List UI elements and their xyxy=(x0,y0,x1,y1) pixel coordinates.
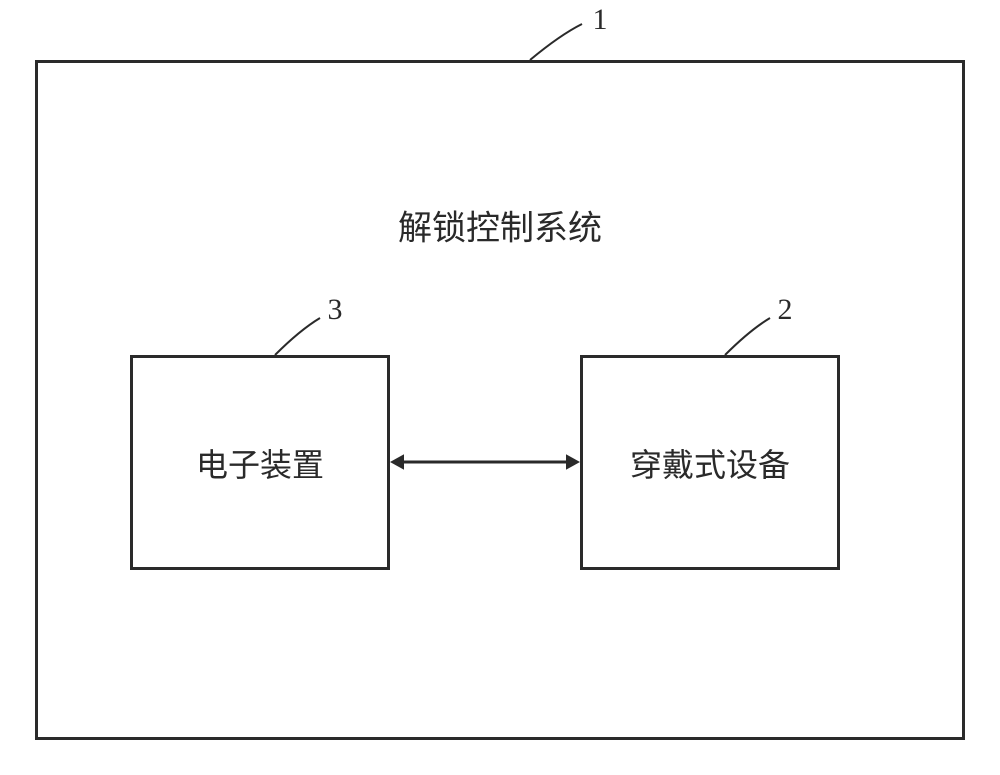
ref-num-3: 3 xyxy=(328,293,343,327)
electronic-device-box: 电子装置 xyxy=(130,355,390,570)
system-title: 解锁控制系统 xyxy=(398,201,602,250)
wearable-device-label: 穿戴式设备 xyxy=(630,440,790,486)
ref-num-2: 2 xyxy=(778,293,793,327)
diagram-stage: 解锁控制系统 电子装置 穿戴式设备 1 3 2 xyxy=(0,0,1000,775)
ref-num-1: 1 xyxy=(593,3,608,37)
wearable-device-box: 穿戴式设备 xyxy=(580,355,840,570)
electronic-device-label: 电子装置 xyxy=(196,440,324,486)
